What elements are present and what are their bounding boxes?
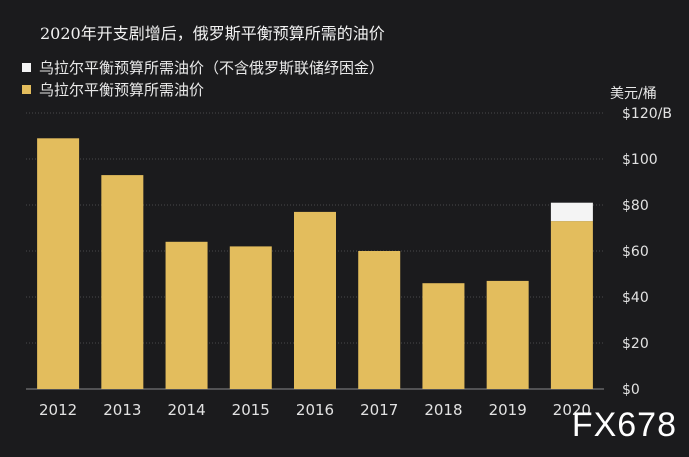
y-tick-label: $80 (622, 198, 649, 214)
x-tick-label: 2019 (489, 401, 527, 419)
legend-swatch-urals (22, 84, 31, 94)
y-tick-label: $40 (622, 290, 649, 306)
watermark: FX678 (571, 406, 677, 444)
x-tick-label: 2013 (103, 401, 141, 419)
bar (358, 251, 401, 389)
legend-label-urals: 乌拉尔平衡预算所需油价 (39, 80, 205, 99)
x-tick-label: 2014 (167, 401, 205, 419)
bar (101, 175, 144, 389)
y-tick-label: $120/B (622, 106, 672, 122)
legend-item-ex-bailout: 乌拉尔平衡预算所需油价（不含俄罗斯联储纾困金） (22, 56, 384, 78)
chart-title: 2020年开支剧增后，俄罗斯平衡预算所需的油价 (40, 24, 385, 43)
x-tick-label: 2016 (296, 401, 334, 419)
legend-swatch-ex-bailout (22, 62, 31, 72)
legend-item-urals: 乌拉尔平衡预算所需油价 (22, 78, 384, 100)
bar (550, 221, 593, 389)
bar (294, 211, 336, 389)
bar (486, 280, 529, 389)
x-tick-label: 2020 (553, 401, 591, 419)
bar (37, 138, 80, 389)
y-tick-label: $20 (622, 336, 649, 352)
y-tick-label: $60 (622, 244, 649, 260)
x-tick-label: 2015 (232, 401, 270, 419)
y-tick-label: $100 (622, 152, 658, 168)
bar-segment-ex-bailout (550, 202, 593, 222)
bar (422, 283, 465, 389)
bar (165, 241, 208, 389)
x-tick-label: 2017 (360, 401, 398, 419)
x-tick-label: 2018 (424, 401, 462, 419)
legend: 乌拉尔平衡预算所需油价（不含俄罗斯联储纾困金） 乌拉尔平衡预算所需油价 (22, 56, 384, 100)
y-tick-label: $0 (622, 382, 640, 398)
legend-label-ex-bailout: 乌拉尔平衡预算所需油价（不含俄罗斯联储纾困金） (39, 58, 385, 77)
bar (229, 246, 272, 389)
y-axis-unit: 美元/桶 (610, 86, 657, 102)
x-tick-label: 2012 (39, 401, 77, 419)
